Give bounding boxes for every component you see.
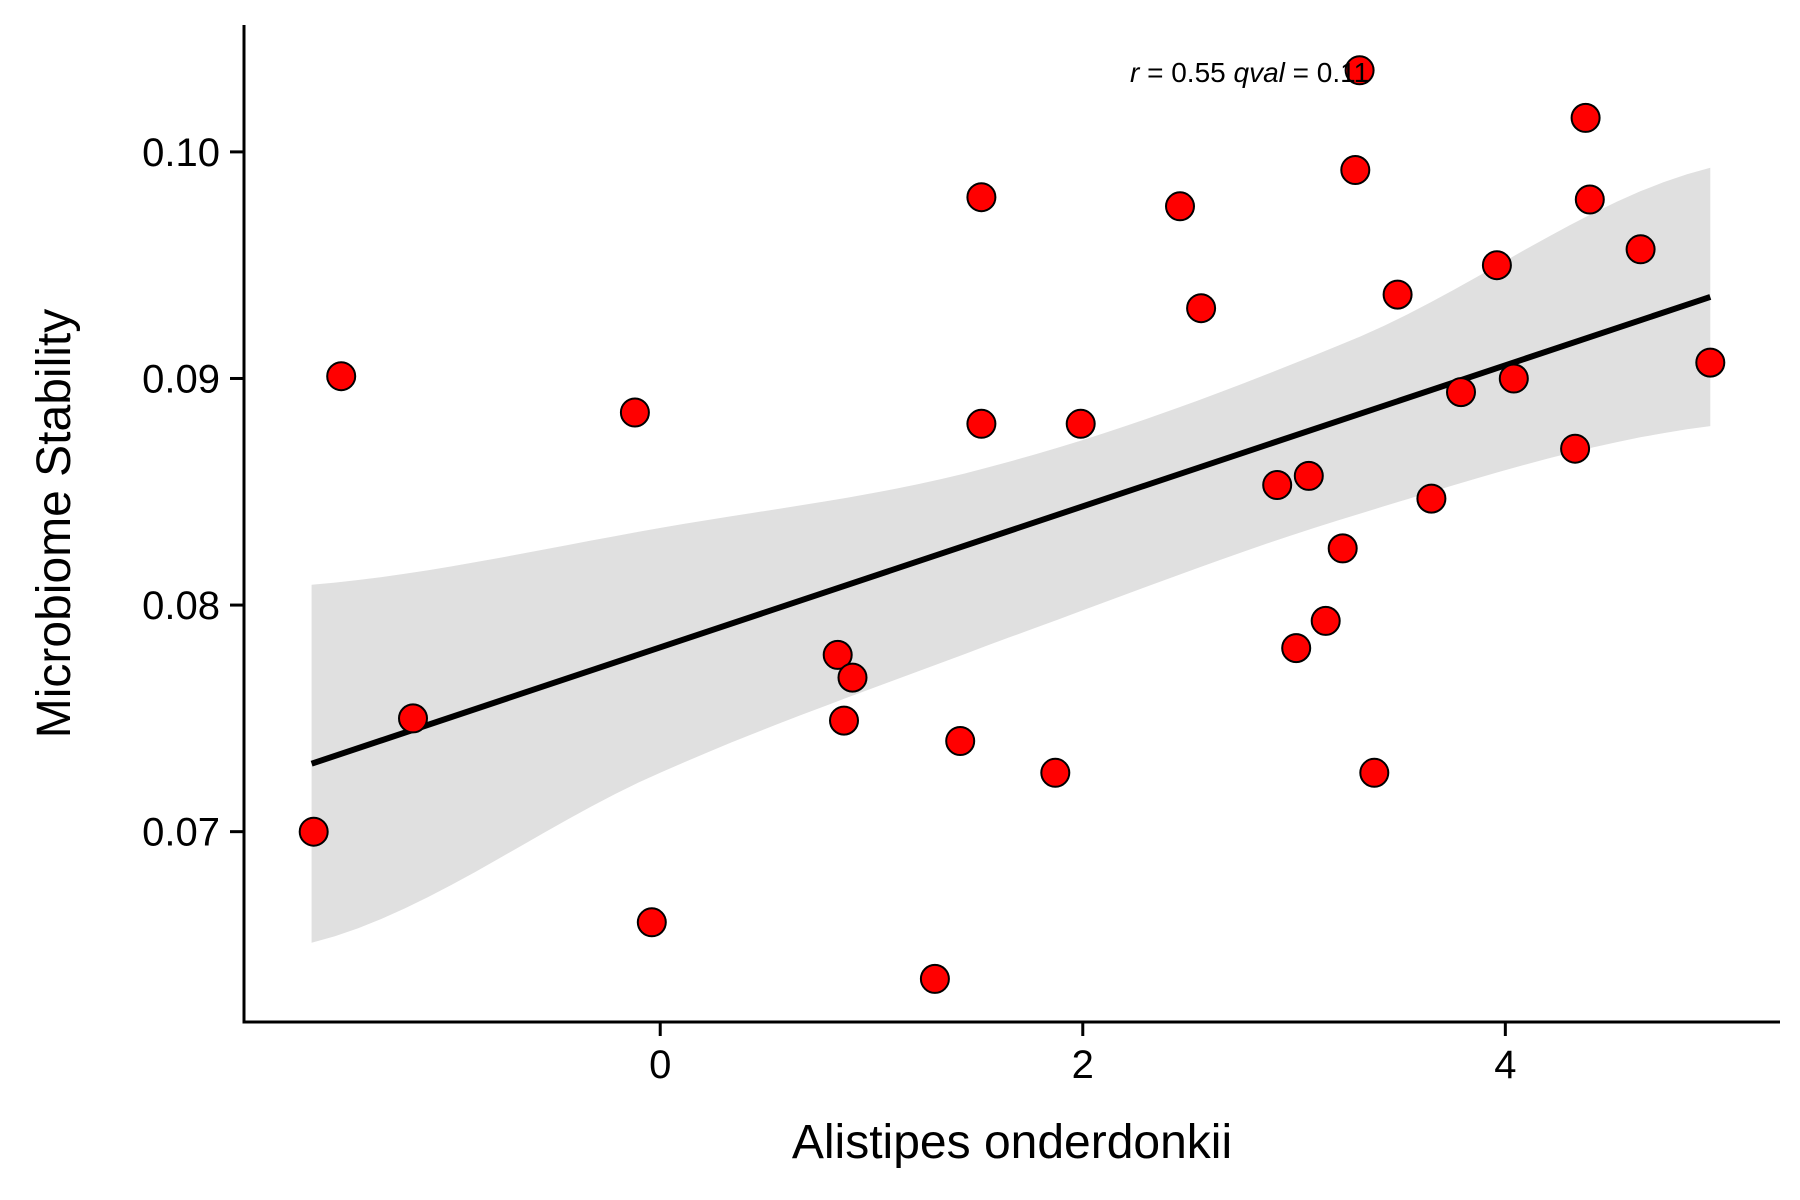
- data-point: [1446, 377, 1476, 408]
- data-point: [1498, 363, 1529, 394]
- confidence-band: [311, 167, 1711, 943]
- data-point: [1065, 408, 1096, 439]
- data-point: [1625, 234, 1656, 265]
- data-point: [1359, 757, 1390, 788]
- data-point: [1186, 293, 1217, 324]
- data-point: [945, 726, 976, 756]
- data-point: [1560, 433, 1591, 464]
- data-point: [822, 639, 853, 670]
- data-point: [1695, 347, 1726, 378]
- data-point: [1570, 102, 1601, 133]
- data-point: [919, 963, 950, 994]
- y-axis-title: Microbiome Stability: [28, 309, 81, 738]
- data-point: [1344, 55, 1375, 86]
- data-point: [1310, 605, 1341, 636]
- data-point: [1293, 460, 1324, 491]
- data-point: [298, 816, 329, 847]
- confidence-band-layer: [311, 167, 1711, 943]
- x-axis-title: Alistipes onderdonkii: [792, 1116, 1232, 1169]
- data-point: [1382, 279, 1413, 310]
- y-tick-label: 0.07: [142, 811, 220, 855]
- data-point: [966, 408, 997, 439]
- regression-line: [310, 294, 1712, 767]
- data-point: [1574, 184, 1605, 215]
- data-point: [1281, 633, 1312, 664]
- x-tick-label: 2: [1072, 1043, 1094, 1087]
- axes-layer: [242, 25, 1780, 1024]
- x-tick-label: 4: [1494, 1043, 1516, 1087]
- ticks-layer: 0 2 4 0.07 0.08 0.09 0.10: [142, 131, 1516, 1087]
- data-point: [829, 705, 859, 736]
- y-tick-label: 0.09: [142, 357, 220, 401]
- data-point: [966, 182, 997, 213]
- data-point: [398, 703, 428, 734]
- correlation-annotation: r = 0.55 qval = 0.11: [1130, 57, 1369, 88]
- data-point: [1040, 757, 1071, 788]
- data-point: [1327, 533, 1358, 564]
- data-point: [837, 662, 868, 693]
- data-point: [636, 907, 667, 938]
- data-point: [1416, 483, 1447, 514]
- y-tick-label: 0.08: [142, 584, 220, 628]
- data-point: [1262, 470, 1293, 500]
- qval-symbol: qval: [1234, 57, 1286, 88]
- data-points-layer: [298, 55, 1726, 994]
- qval-value-text: = 0.11: [1285, 57, 1369, 88]
- data-point: [1481, 250, 1512, 281]
- data-point: [1340, 155, 1371, 185]
- data-point: [619, 397, 650, 428]
- regression-line-layer: [310, 294, 1712, 767]
- data-point: [326, 361, 357, 392]
- y-tick-label: 0.10: [142, 131, 220, 175]
- r-symbol: r: [1130, 57, 1141, 88]
- x-tick-label: 0: [649, 1043, 671, 1087]
- data-point: [1165, 191, 1195, 222]
- r-value-text: = 0.55: [1139, 57, 1233, 88]
